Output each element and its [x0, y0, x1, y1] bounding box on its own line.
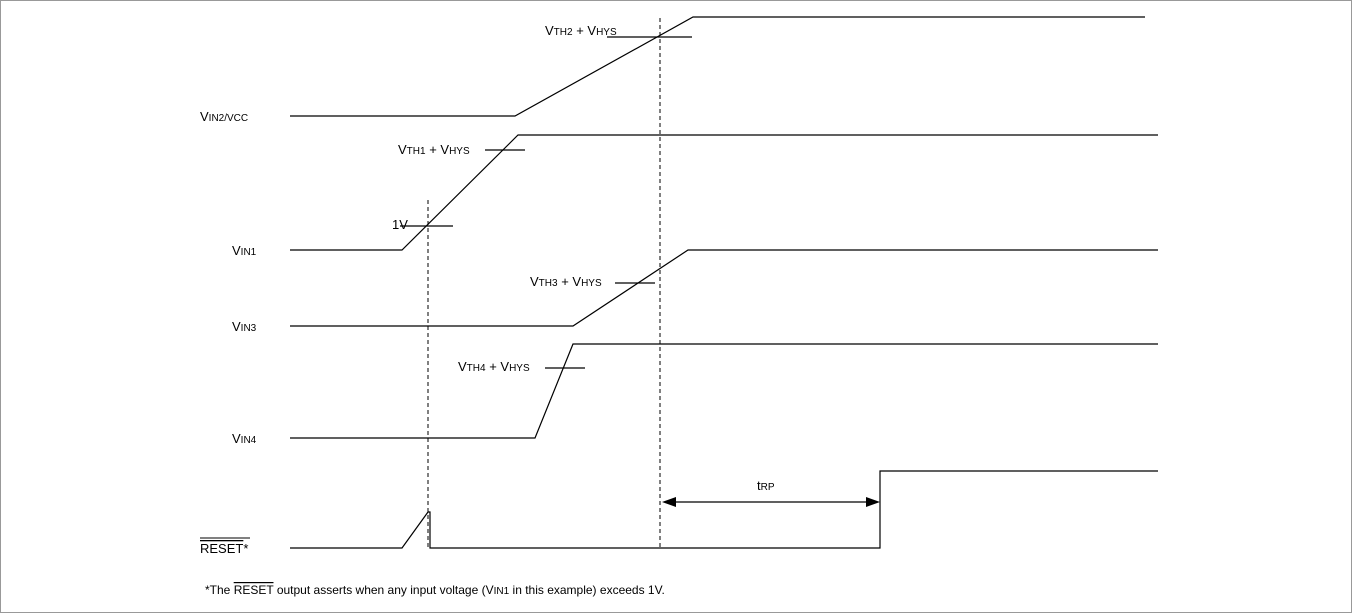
- label-sub: TH1: [407, 146, 426, 157]
- label-base: V: [545, 23, 554, 38]
- label-sub: IN1: [241, 247, 257, 258]
- label-sub: IN2/VCC: [209, 113, 248, 124]
- label-sub: IN3: [241, 323, 257, 334]
- label-base: V: [232, 243, 241, 258]
- threshold-label: VTH2 + VHYS: [545, 23, 617, 38]
- label-sub: HYS: [449, 146, 470, 157]
- label-base: V: [200, 109, 209, 124]
- waveform-vin4: [290, 343, 1158, 439]
- label-base: t: [757, 478, 761, 493]
- label-base: V: [530, 274, 539, 289]
- label-sub: HYS: [581, 278, 602, 289]
- threshold-label: 1V: [392, 217, 408, 232]
- footnote-overline: RESET: [234, 583, 275, 597]
- signal-label: VIN1: [232, 243, 257, 258]
- footnote-prefix: *The: [205, 583, 234, 597]
- waveform-reset: [290, 470, 1158, 549]
- footnote-sub: IN1: [494, 586, 510, 597]
- label-sub: HYS: [509, 363, 530, 374]
- label-base: V: [232, 319, 241, 334]
- label-sub: TH2: [554, 27, 573, 38]
- waveform-vin2: [290, 16, 1145, 117]
- footnote-middle: output asserts when any input voltage (V: [273, 583, 493, 597]
- label-sub: TH3: [539, 278, 558, 289]
- label-base: V: [458, 359, 467, 374]
- signal-label: VIN3: [232, 319, 257, 334]
- signal-label: VIN4: [232, 431, 257, 446]
- signal-label: RESET*: [200, 541, 248, 556]
- waveform-vin3: [290, 249, 1158, 327]
- arrow-head: [866, 497, 880, 507]
- label-sub: RP: [761, 482, 775, 493]
- label-sub: HYS: [596, 27, 617, 38]
- waveform-vin1: [290, 134, 1158, 251]
- label-base: V: [398, 142, 407, 157]
- arrow-head: [662, 497, 676, 507]
- threshold-label: VTH1 + VHYS: [398, 142, 470, 157]
- threshold-label: VTH4 + VHYS: [458, 359, 530, 374]
- footnote-suffix: in this example) exceeds 1V.: [509, 583, 665, 597]
- label-base: V: [232, 431, 241, 446]
- timing-label: tRP: [757, 478, 775, 493]
- threshold-label: VTH3 + VHYS: [530, 274, 602, 289]
- label-mid: + V: [486, 359, 510, 374]
- footnote: *The RESET output asserts when any input…: [205, 583, 665, 597]
- label-suffix: *: [243, 541, 248, 556]
- label-sub: IN4: [241, 435, 257, 446]
- label-overline: RESET: [200, 541, 243, 556]
- signal-label: VIN2/VCC: [200, 109, 248, 124]
- label-mid: + V: [426, 142, 450, 157]
- label-mid: + V: [558, 274, 582, 289]
- label-mid: + V: [573, 23, 597, 38]
- label-sub: TH4: [467, 363, 486, 374]
